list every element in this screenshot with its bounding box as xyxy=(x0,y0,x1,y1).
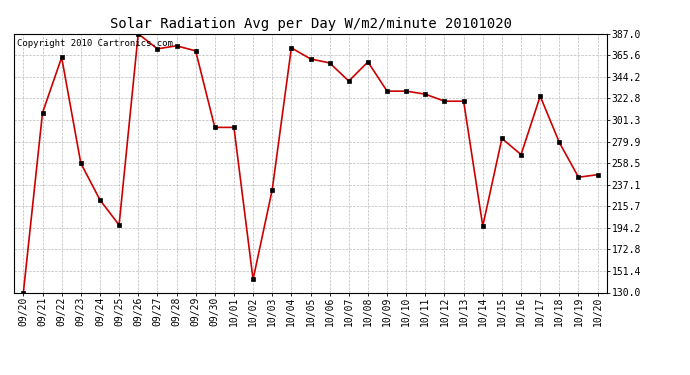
Title: Solar Radiation Avg per Day W/m2/minute 20101020: Solar Radiation Avg per Day W/m2/minute … xyxy=(110,17,511,31)
Text: Copyright 2010 Cartronics.com: Copyright 2010 Cartronics.com xyxy=(17,39,172,48)
